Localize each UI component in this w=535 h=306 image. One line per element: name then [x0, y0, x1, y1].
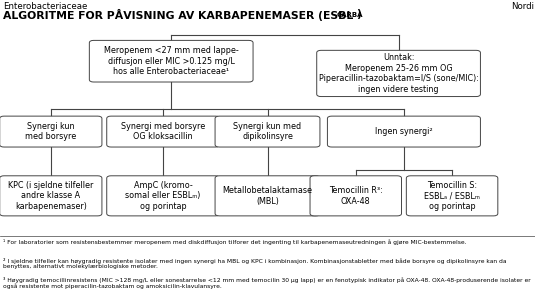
- FancyBboxPatch shape: [407, 176, 498, 216]
- Text: Ingen synergi²: Ingen synergi²: [375, 127, 433, 136]
- FancyBboxPatch shape: [327, 116, 480, 147]
- Text: ¹ For laboratorier som resistensbestemmer meropenem med diskdiffusjon tilforer d: ¹ For laboratorier som resistensbestemme…: [3, 239, 466, 245]
- FancyBboxPatch shape: [310, 176, 401, 216]
- Text: Metallobetalaktamase
(MBL): Metallobetalaktamase (MBL): [223, 186, 312, 206]
- Text: Nordi: Nordi: [511, 2, 534, 10]
- FancyBboxPatch shape: [0, 116, 102, 147]
- FancyBboxPatch shape: [215, 116, 320, 147]
- Text: Unntak:
Meropenem 25-26 mm OG
Piperacillin-tazobaktam=I/S (sone/MIC):
ingen vide: Unntak: Meropenem 25-26 mm OG Piperacill…: [319, 53, 478, 94]
- Text: Temocillin R³:
OXA-48: Temocillin R³: OXA-48: [329, 186, 383, 206]
- Text: Temocillin S:
ESBLₐ / ESBLₘ
og porintap: Temocillin S: ESBLₐ / ESBLₘ og porintap: [424, 181, 480, 211]
- FancyBboxPatch shape: [89, 40, 253, 82]
- Text: Synergi kun
med borsyre: Synergi kun med borsyre: [25, 122, 77, 141]
- Text: ³ Høygradig temocillinresistens (MIC >128 mg/L eller sonestarrelse <12 mm med te: ³ Høygradig temocillinresistens (MIC >12…: [3, 277, 530, 289]
- Text: Enterobacteriaceae: Enterobacteriaceae: [3, 2, 87, 10]
- Text: KPC (i sjeldne tilfeller
andre klasse A
karbapenemaser): KPC (i sjeldne tilfeller andre klasse A …: [8, 181, 94, 211]
- Text: Synergi med borsyre
OG kloksacillin: Synergi med borsyre OG kloksacillin: [121, 122, 205, 141]
- FancyBboxPatch shape: [106, 116, 219, 147]
- Text: AmpC (kromo-
somal eller ESBLₘ)
og porintap: AmpC (kromo- somal eller ESBLₘ) og porin…: [126, 181, 201, 211]
- Text: ² I sjeldne tilfeller kan høygradig resistente isolater med ingen synergi ha MBL: ² I sjeldne tilfeller kan høygradig resi…: [3, 258, 506, 270]
- Text: ): ): [356, 9, 361, 19]
- FancyBboxPatch shape: [0, 176, 102, 216]
- Text: Synergi kun med
dipikolinsyre: Synergi kun med dipikolinsyre: [233, 122, 302, 141]
- FancyBboxPatch shape: [215, 176, 320, 216]
- FancyBboxPatch shape: [106, 176, 219, 216]
- Text: CARBA: CARBA: [337, 12, 363, 18]
- Text: Meropenem <27 mm med lappe-
diffusjon eller MIC >0.125 mg/L
hos alle Enterobacte: Meropenem <27 mm med lappe- diffusjon el…: [104, 46, 239, 76]
- Text: ALGORITME FOR PÅVISNING AV KARBAPENEMASER (ESBL: ALGORITME FOR PÅVISNING AV KARBAPENEMASE…: [3, 9, 353, 21]
- FancyBboxPatch shape: [317, 50, 480, 97]
